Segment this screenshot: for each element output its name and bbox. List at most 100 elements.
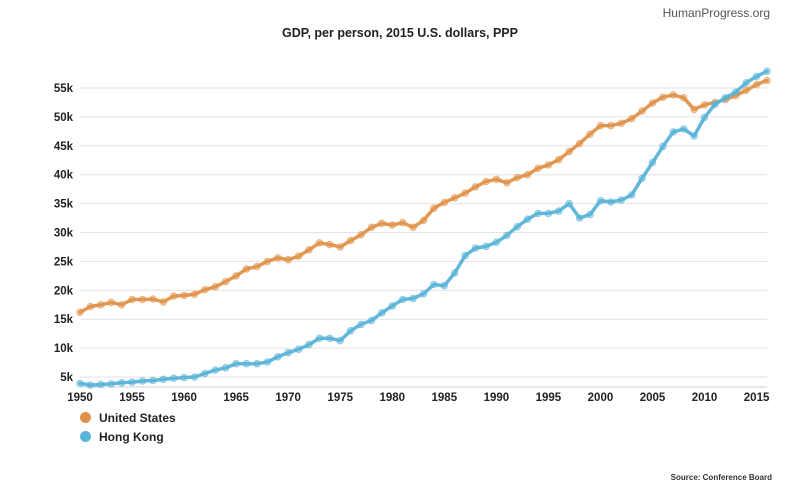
series-hong-kong bbox=[76, 67, 771, 389]
series-line-united-states bbox=[78, 78, 769, 315]
y-tick-label: 20k bbox=[54, 285, 74, 297]
data-point-hong-kong bbox=[503, 231, 511, 240]
data-point-hong-kong bbox=[169, 374, 178, 383]
data-point-united-states bbox=[315, 239, 324, 247]
data-point-hong-kong bbox=[76, 379, 84, 388]
data-point-united-states bbox=[190, 290, 199, 299]
x-tick-label: 2015 bbox=[744, 392, 770, 404]
data-point-united-states bbox=[274, 254, 282, 262]
data-point-hong-kong bbox=[492, 238, 501, 247]
data-point-united-states bbox=[305, 246, 313, 254]
data-point-hong-kong bbox=[607, 198, 615, 206]
x-tick-label: 1990 bbox=[484, 392, 510, 404]
data-point-hong-kong bbox=[346, 327, 355, 335]
data-point-united-states bbox=[503, 179, 511, 187]
y-tick-label: 30k bbox=[54, 228, 74, 240]
data-point-united-states bbox=[107, 298, 115, 307]
x-tick-label: 1980 bbox=[379, 392, 405, 404]
x-tick-label: 2000 bbox=[588, 392, 614, 404]
data-point-united-states bbox=[294, 252, 303, 261]
data-point-hong-kong bbox=[180, 373, 188, 382]
data-point-hong-kong bbox=[326, 334, 334, 343]
y-tick-label: 50k bbox=[54, 112, 74, 124]
data-point-united-states bbox=[242, 265, 251, 273]
data-point-hong-kong bbox=[138, 377, 147, 385]
data-point-united-states bbox=[336, 243, 345, 251]
data-point-united-states bbox=[138, 295, 147, 304]
data-point-hong-kong bbox=[555, 207, 563, 215]
data-point-hong-kong bbox=[763, 67, 771, 75]
data-point-united-states bbox=[211, 283, 220, 291]
data-point-hong-kong bbox=[523, 215, 532, 223]
data-point-united-states bbox=[169, 292, 178, 300]
brand-watermark: HumanProgress.org bbox=[662, 6, 770, 20]
data-point-united-states bbox=[388, 221, 397, 229]
data-point-hong-kong bbox=[211, 366, 220, 374]
data-point-united-states bbox=[752, 80, 761, 89]
legend-item-united-states[interactable]: United States bbox=[80, 408, 176, 427]
x-tick-label: 1995 bbox=[536, 392, 562, 404]
data-point-united-states bbox=[586, 130, 594, 138]
data-point-hong-kong bbox=[690, 132, 698, 140]
x-tick-label: 1960 bbox=[171, 392, 197, 404]
legend-item-hong-kong[interactable]: Hong Kong bbox=[80, 427, 176, 446]
data-point-united-states bbox=[86, 302, 95, 311]
y-tick-label: 10k bbox=[54, 343, 74, 355]
data-point-hong-kong bbox=[357, 320, 365, 329]
data-point-united-states bbox=[659, 93, 667, 101]
data-point-hong-kong bbox=[732, 88, 740, 96]
data-point-united-states bbox=[398, 218, 407, 227]
data-point-hong-kong bbox=[201, 369, 209, 378]
data-point-united-states bbox=[409, 223, 417, 232]
source-note: Source: Conference Board bbox=[670, 473, 772, 482]
data-point-hong-kong bbox=[513, 222, 522, 231]
data-point-hong-kong bbox=[378, 309, 386, 317]
data-point-united-states bbox=[450, 194, 459, 202]
data-point-united-states bbox=[149, 295, 157, 303]
data-point-hong-kong bbox=[627, 191, 636, 199]
data-point-united-states bbox=[742, 86, 751, 95]
legend: United States Hong Kong bbox=[80, 408, 176, 446]
data-point-united-states bbox=[440, 198, 449, 207]
data-point-hong-kong bbox=[388, 302, 397, 310]
series-line-hong-kong bbox=[78, 69, 769, 387]
data-point-hong-kong bbox=[752, 72, 761, 81]
data-point-hong-kong bbox=[534, 209, 542, 218]
data-point-united-states bbox=[326, 240, 334, 249]
data-point-united-states bbox=[638, 107, 646, 115]
data-point-hong-kong bbox=[107, 380, 115, 388]
data-point-united-states bbox=[565, 147, 574, 156]
data-point-hong-kong bbox=[419, 290, 428, 298]
y-tick-label: 25k bbox=[54, 256, 74, 268]
x-tick-label: 2005 bbox=[640, 392, 666, 404]
data-point-hong-kong bbox=[617, 196, 626, 204]
data-point-united-states bbox=[117, 301, 126, 309]
data-point-hong-kong bbox=[305, 340, 313, 349]
data-point-hong-kong bbox=[398, 295, 407, 304]
y-tick-label: 15k bbox=[54, 314, 74, 326]
data-point-united-states bbox=[367, 223, 376, 232]
data-point-united-states bbox=[596, 121, 605, 130]
data-point-united-states bbox=[534, 164, 542, 173]
data-point-united-states bbox=[284, 255, 293, 264]
data-point-hong-kong bbox=[128, 378, 136, 387]
data-point-hong-kong bbox=[482, 242, 490, 251]
x-tick-label: 2010 bbox=[692, 392, 718, 404]
x-tick-label: 1965 bbox=[223, 392, 249, 404]
x-tick-label: 1955 bbox=[119, 392, 145, 404]
data-point-hong-kong bbox=[274, 353, 282, 361]
data-point-hong-kong bbox=[263, 358, 272, 366]
data-point-united-states bbox=[97, 301, 105, 309]
data-point-hong-kong bbox=[700, 113, 709, 122]
data-point-united-states bbox=[763, 76, 771, 85]
data-point-hong-kong bbox=[97, 380, 105, 389]
legend-label-hong-kong: Hong Kong bbox=[99, 429, 164, 444]
data-point-united-states bbox=[513, 173, 522, 182]
data-point-hong-kong bbox=[711, 100, 719, 108]
data-point-united-states bbox=[482, 177, 490, 186]
data-point-united-states bbox=[263, 257, 272, 266]
y-tick-label: 5k bbox=[60, 372, 73, 384]
data-point-hong-kong bbox=[669, 128, 678, 136]
data-point-hong-kong bbox=[596, 196, 605, 205]
